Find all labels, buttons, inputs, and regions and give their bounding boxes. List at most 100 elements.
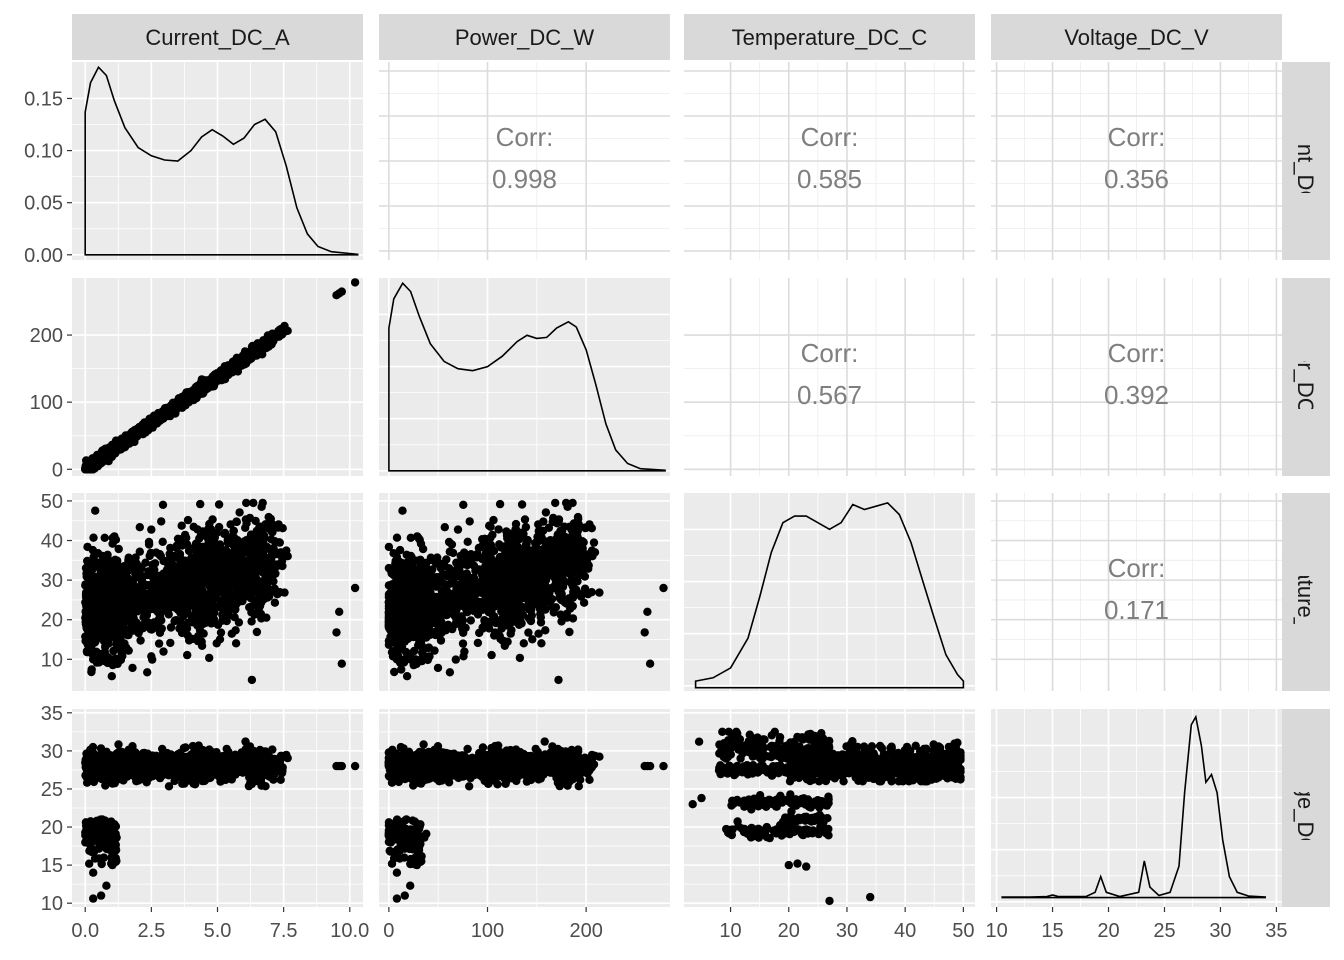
scatter-point <box>563 502 572 511</box>
scatter-point <box>209 601 218 610</box>
scatter-point <box>184 546 194 555</box>
scatter-point <box>433 663 443 673</box>
scatter-point <box>536 618 546 627</box>
scatter-point <box>485 521 494 530</box>
scatter-point <box>223 568 232 577</box>
scatter-point <box>384 610 394 619</box>
scatter-point <box>231 626 240 635</box>
scatter-point <box>93 549 103 558</box>
scatter-point <box>156 596 165 606</box>
y-tick-label: 30 <box>41 570 63 592</box>
scatter-point <box>214 522 224 532</box>
scatter-point <box>136 636 145 645</box>
scatter-point <box>390 633 400 642</box>
y-tick-label: 10 <box>41 649 63 671</box>
scatter-point <box>247 617 256 626</box>
scatter-point <box>157 517 166 526</box>
y-tick-label: 20 <box>41 610 63 632</box>
scatter-point <box>505 596 515 606</box>
scatter-point <box>100 533 109 542</box>
scatter-point <box>257 502 266 511</box>
scatter-point <box>263 334 272 343</box>
scatter-point <box>350 278 360 287</box>
scatter-point <box>527 577 537 586</box>
density-curve-power <box>388 281 666 472</box>
correlation-label: Corr: <box>801 338 859 368</box>
scatter-point <box>238 583 247 593</box>
scatter-point <box>205 519 214 529</box>
scatter-point <box>410 630 419 639</box>
scatter-point <box>125 606 134 616</box>
scatter-point <box>177 540 186 550</box>
panel-power-temperature: Corr:0.567 <box>684 278 975 476</box>
scatter-point <box>384 621 394 631</box>
scatter-point <box>410 646 419 656</box>
correlation-value: 0.585 <box>797 164 862 194</box>
strip-right-current <box>1282 62 1330 260</box>
scatter-point <box>275 325 284 334</box>
scatter-point <box>237 354 246 364</box>
scatter-point <box>97 623 106 632</box>
scatter-point <box>541 626 550 635</box>
scatter-point <box>270 598 280 607</box>
scatter-point <box>495 573 504 582</box>
scatter-point <box>190 388 199 398</box>
correlation-value: 0.392 <box>1104 380 1169 410</box>
scatter-point <box>519 639 528 648</box>
scatter-point <box>209 587 218 596</box>
scatter-point <box>180 530 190 540</box>
correlation-label: Corr: <box>1108 338 1166 368</box>
scatter-point <box>483 546 492 555</box>
scatter-point <box>453 525 463 534</box>
scatter-point <box>590 548 600 557</box>
scatter-point <box>550 583 559 593</box>
scatter-point <box>107 672 117 681</box>
scatter-point <box>112 577 122 586</box>
scatter-point <box>473 610 483 619</box>
scatter-point <box>268 570 278 579</box>
strip-right-voltage <box>1282 709 1330 907</box>
panel-current-temperature: Corr:0.585 <box>684 62 975 260</box>
strip-top-temperature <box>684 14 975 60</box>
scatter-point <box>198 527 207 536</box>
scatter-point <box>402 558 411 567</box>
scatter-point <box>414 584 424 593</box>
scatter-point <box>247 574 257 584</box>
scatter-point <box>447 540 457 549</box>
scatter-point <box>164 610 173 619</box>
scatter-point <box>166 623 176 632</box>
scatter-point <box>415 535 424 544</box>
scatter-point <box>123 630 132 640</box>
scatter-point <box>249 558 258 567</box>
scatter-point <box>124 646 133 655</box>
scatter-point <box>137 564 146 573</box>
y-tick-label: 0.15 <box>24 88 63 110</box>
scatter-point <box>238 570 247 580</box>
strip-top-label-power: Power_DC_W <box>455 25 595 50</box>
scatter-point <box>558 545 567 555</box>
scatter-point <box>183 515 193 525</box>
scatter-point <box>445 547 454 556</box>
scatter-point <box>82 647 92 656</box>
scatter-point <box>580 584 590 593</box>
scatter-point <box>252 627 262 637</box>
scatter-point <box>83 556 92 566</box>
scatter-point <box>177 521 186 530</box>
scatter-point <box>445 668 455 677</box>
scatter-point <box>135 426 144 435</box>
scatter-point <box>536 587 545 596</box>
scatter-point <box>262 585 272 594</box>
scatter-point <box>135 626 144 635</box>
scatter-point <box>515 653 525 663</box>
scatter-point <box>107 655 116 664</box>
correlation-label: Corr: <box>1108 122 1166 152</box>
strip-right-label-voltage: Voltage_DC_V <box>1293 736 1318 881</box>
scatter-point <box>541 508 551 517</box>
scatter-point <box>217 553 227 563</box>
scatter-point <box>172 599 182 609</box>
scatter-point <box>460 551 470 561</box>
y-tick-label: 200 <box>30 325 63 347</box>
scatter-point <box>412 576 422 586</box>
scatter-point <box>537 600 546 609</box>
